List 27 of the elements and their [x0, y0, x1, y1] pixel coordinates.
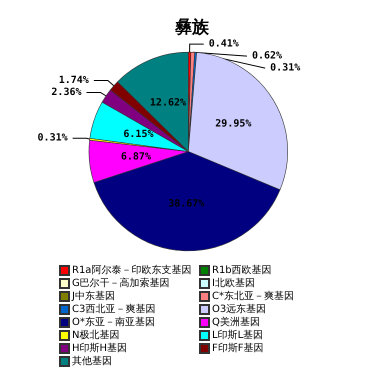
legend-label: C*东北亚－爽基因 [212, 290, 294, 302]
legend-label: F印斯F基因 [212, 342, 264, 354]
data-label: 0.62% [252, 50, 282, 62]
data-label: 38.67% [168, 198, 204, 210]
legend-label: R1a阿尔泰－印欧东支基因 [72, 264, 192, 276]
legend-label: N极北基因 [72, 329, 120, 341]
legend-label: O3远东基因 [212, 303, 266, 315]
legend-label: G巴尔干－高加索基因 [72, 277, 170, 289]
data-label: 2.36% [51, 86, 82, 98]
data-label: 1.74% [58, 74, 89, 86]
data-label: 0.31% [38, 132, 68, 144]
legend-label: R1b西欧基因 [212, 264, 272, 276]
data-label: 6.15% [123, 129, 154, 140]
legend-label: L印斯L基因 [212, 329, 264, 341]
chart-title: 彝族 [174, 18, 210, 38]
data-label: 29.95% [215, 118, 252, 130]
legend-label: I北欧基因 [212, 277, 255, 289]
legend-label: J中东基因 [71, 290, 115, 302]
data-label: 0.31% [270, 62, 300, 74]
data-label: 12.62% [150, 97, 186, 108]
legend-label: C3西北亚－爽基因 [72, 303, 156, 315]
data-label: 6.87% [120, 151, 151, 162]
legend-label: Q美洲基因 [212, 316, 260, 328]
data-label: 0.41% [208, 38, 239, 50]
legend-label: H印斯H基因 [72, 342, 128, 354]
legend-label: O*东亚－南亚基因 [72, 316, 155, 328]
legend-label: 其他基因 [72, 355, 112, 367]
